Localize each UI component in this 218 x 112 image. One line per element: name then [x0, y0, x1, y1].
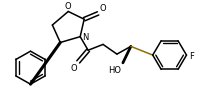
Text: O: O: [71, 63, 77, 72]
Text: O: O: [99, 4, 106, 13]
Text: N: N: [82, 33, 89, 42]
Text: HO: HO: [108, 65, 121, 74]
Text: F: F: [189, 51, 194, 60]
Text: O: O: [65, 2, 72, 11]
